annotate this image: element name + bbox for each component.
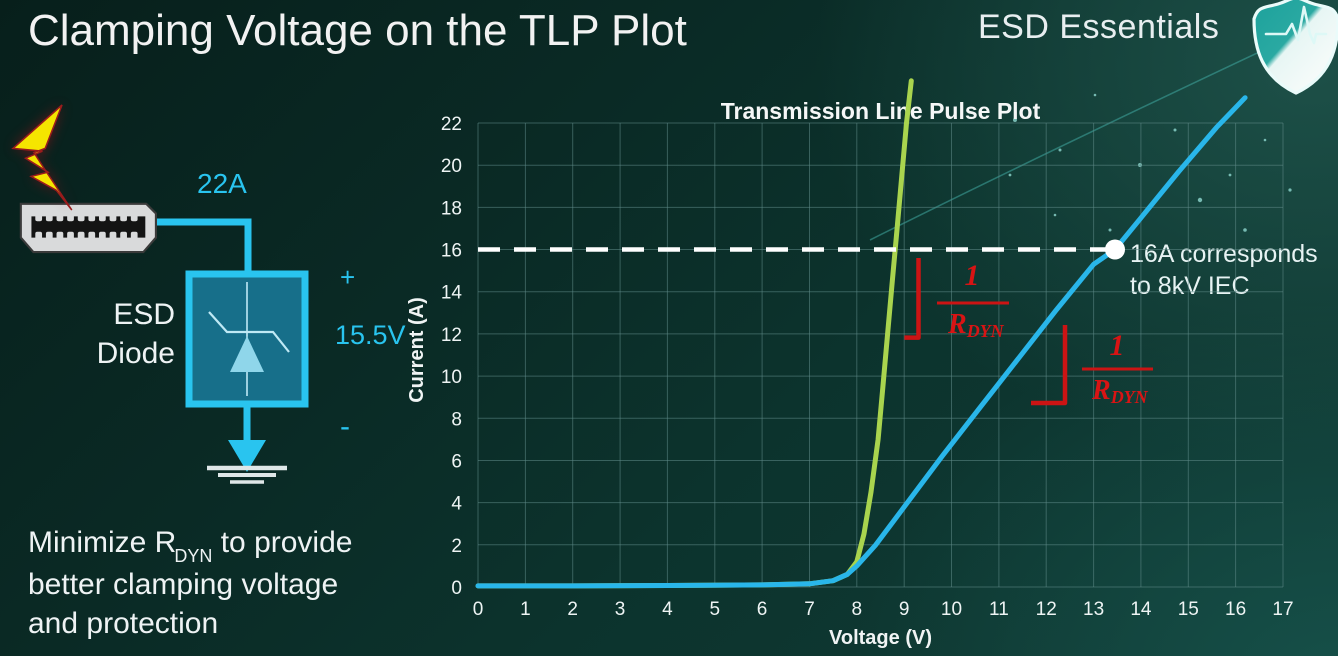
svg-text:8: 8 <box>852 599 863 620</box>
svg-text:1: 1 <box>520 599 531 620</box>
svg-text:1: 1 <box>1110 329 1125 362</box>
svg-text:20: 20 <box>441 156 462 177</box>
svg-text:18: 18 <box>441 198 462 219</box>
svg-text:10: 10 <box>441 367 462 388</box>
svg-text:14: 14 <box>1130 599 1152 620</box>
svg-text:11: 11 <box>989 599 1009 620</box>
svg-text:4: 4 <box>451 494 462 515</box>
svg-text:1: 1 <box>965 259 980 292</box>
svg-text:5: 5 <box>710 599 721 620</box>
svg-text:3: 3 <box>615 599 626 620</box>
svg-text:4: 4 <box>662 599 673 620</box>
svg-text:8: 8 <box>451 409 462 430</box>
svg-text:16: 16 <box>1225 599 1246 620</box>
svg-text:0: 0 <box>473 599 484 620</box>
svg-text:7: 7 <box>804 599 815 620</box>
svg-text:13: 13 <box>1083 599 1104 620</box>
svg-text:10: 10 <box>941 599 962 620</box>
svg-text:16: 16 <box>441 241 462 262</box>
svg-text:6: 6 <box>757 599 768 620</box>
svg-text:17: 17 <box>1272 599 1293 620</box>
svg-text:9: 9 <box>899 599 910 620</box>
svg-text:14: 14 <box>441 283 463 304</box>
svg-text:RDYN: RDYN <box>947 309 1005 341</box>
svg-text:0: 0 <box>451 578 462 599</box>
svg-text:2: 2 <box>451 536 462 557</box>
svg-text:22: 22 <box>441 114 462 135</box>
svg-text:6: 6 <box>451 452 462 473</box>
svg-text:15: 15 <box>1178 599 1199 620</box>
svg-text:12: 12 <box>441 325 462 346</box>
svg-text:2: 2 <box>567 599 578 620</box>
svg-text:RDYN: RDYN <box>1091 375 1149 407</box>
svg-text:12: 12 <box>1036 599 1057 620</box>
